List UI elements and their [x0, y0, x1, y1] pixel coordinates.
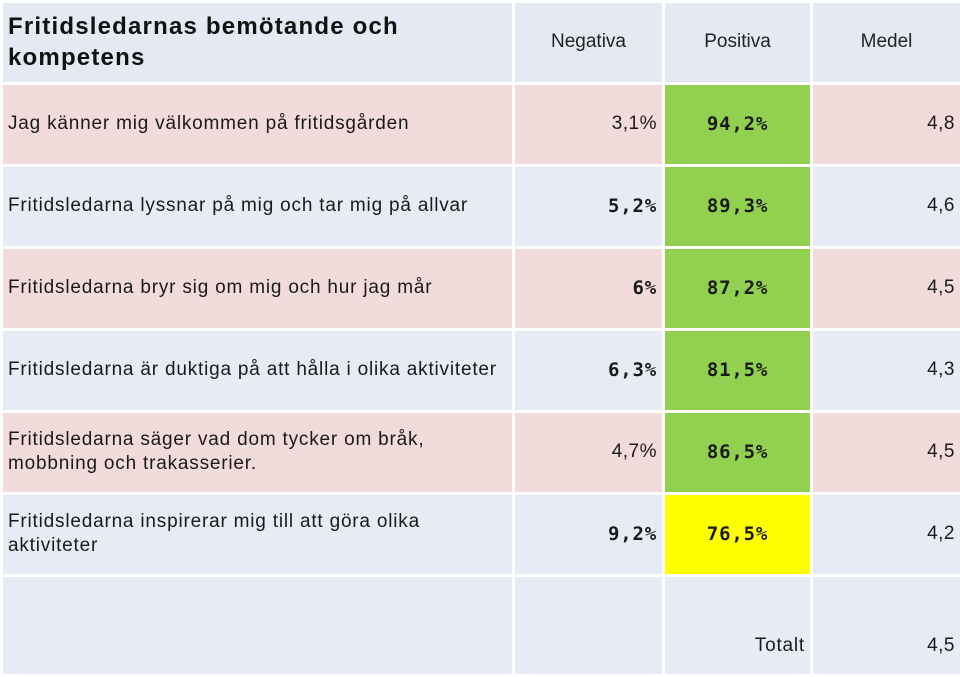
- row-negativa: 6%: [512, 245, 665, 331]
- row-label: Fritidsledarna inspirerar mig till att g…: [0, 491, 515, 577]
- row-positiva: 94,2%: [662, 81, 813, 167]
- column-header-positiva: Positiva: [662, 0, 813, 85]
- total-spacer: [0, 573, 515, 677]
- total-label: Totalt: [662, 573, 813, 677]
- row-medel: 4,5: [810, 245, 960, 331]
- table-row: Fritidsledarna säger vad dom tycker om b…: [0, 409, 960, 495]
- row-label: Fritidsledarna lyssnar på mig och tar mi…: [0, 163, 515, 249]
- row-positiva: 86,5%: [662, 409, 813, 495]
- table-header-row: Fritidsledarnas bemötande och kompetens …: [0, 0, 960, 85]
- total-row: Totalt 4,5: [0, 573, 960, 677]
- row-positiva: 81,5%: [662, 327, 813, 413]
- table-row: Jag känner mig välkommen på fritidsgårde…: [0, 81, 960, 167]
- row-label: Fritidsledarna bryr sig om mig och hur j…: [0, 245, 515, 331]
- row-medel: 4,5: [810, 409, 960, 495]
- row-medel: 4,2: [810, 491, 960, 577]
- row-positiva: 76,5%: [662, 491, 813, 577]
- row-negativa: 3,1%: [512, 81, 665, 167]
- row-positiva: 89,3%: [662, 163, 813, 249]
- row-label: Jag känner mig välkommen på fritidsgårde…: [0, 81, 515, 167]
- row-positiva: 87,2%: [662, 245, 813, 331]
- row-negativa: 4,7%: [512, 409, 665, 495]
- column-header-negativa: Negativa: [512, 0, 665, 85]
- table-title: Fritidsledarnas bemötande och kompetens: [0, 0, 515, 85]
- total-spacer: [512, 573, 665, 677]
- row-medel: 4,8: [810, 81, 960, 167]
- table-row: Fritidsledarna bryr sig om mig och hur j…: [0, 245, 960, 331]
- column-header-medel: Medel: [810, 0, 960, 85]
- table-row: Fritidsledarna lyssnar på mig och tar mi…: [0, 163, 960, 249]
- row-negativa: 5,2%: [512, 163, 665, 249]
- table-row: Fritidsledarna är duktiga på att hålla i…: [0, 327, 960, 413]
- row-label: Fritidsledarna säger vad dom tycker om b…: [0, 409, 515, 495]
- row-label: Fritidsledarna är duktiga på att hålla i…: [0, 327, 515, 413]
- row-medel: 4,3: [810, 327, 960, 413]
- table-row: Fritidsledarna inspirerar mig till att g…: [0, 491, 960, 577]
- row-negativa: 9,2%: [512, 491, 665, 577]
- total-value: 4,5: [810, 573, 960, 677]
- row-medel: 4,6: [810, 163, 960, 249]
- row-negativa: 6,3%: [512, 327, 665, 413]
